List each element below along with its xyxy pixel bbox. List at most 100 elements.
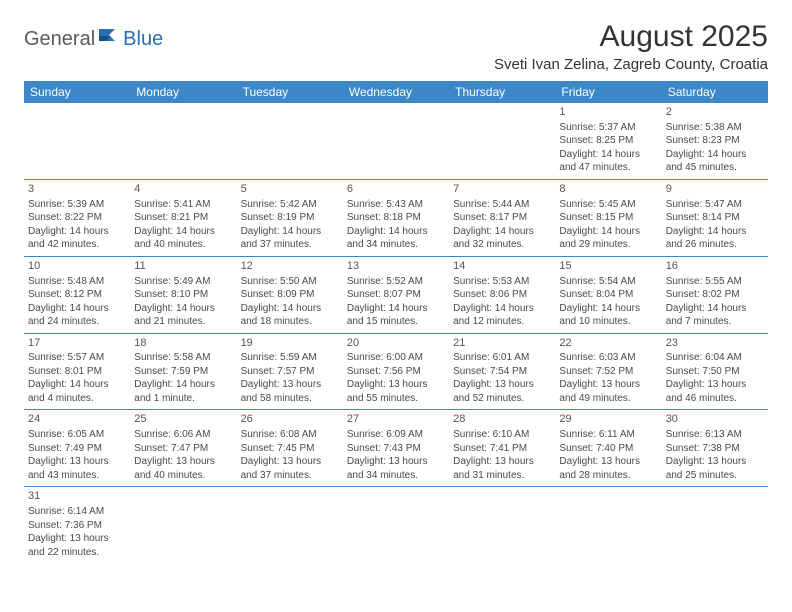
daylight-text: and 40 minutes. bbox=[134, 469, 232, 483]
day-number: 16 bbox=[666, 259, 764, 274]
daylight-text: and 58 minutes. bbox=[241, 392, 339, 406]
daylight-text: and 29 minutes. bbox=[559, 238, 657, 252]
calendar-row: 10Sunrise: 5:48 AMSunset: 8:12 PM Dayligh… bbox=[24, 256, 768, 333]
daylight-text: and 40 minutes. bbox=[134, 238, 232, 252]
calendar-cell bbox=[343, 103, 449, 179]
sunset-text: Sunset: 7:38 PM bbox=[666, 442, 764, 456]
day-header: Thursday bbox=[449, 81, 555, 103]
sunrise-text: Sunrise: 5:52 AM bbox=[347, 275, 445, 289]
day-number: 29 bbox=[559, 412, 657, 427]
day-number: 26 bbox=[241, 412, 339, 427]
day-header-row: Sunday Monday Tuesday Wednesday Thursday… bbox=[24, 81, 768, 103]
daylight-text: Daylight: 13 hours bbox=[453, 455, 551, 469]
day-number: 2 bbox=[666, 105, 764, 120]
sunrise-text: Sunrise: 6:05 AM bbox=[28, 428, 126, 442]
logo-text-general: General bbox=[24, 28, 95, 51]
sunrise-text: Sunrise: 6:03 AM bbox=[559, 351, 657, 365]
daylight-text: Daylight: 13 hours bbox=[134, 455, 232, 469]
calendar-cell bbox=[130, 487, 236, 563]
daylight-text: and 34 minutes. bbox=[347, 469, 445, 483]
day-header: Wednesday bbox=[343, 81, 449, 103]
daylight-text: Daylight: 14 hours bbox=[241, 225, 339, 239]
sunrise-text: Sunrise: 5:43 AM bbox=[347, 198, 445, 212]
sunrise-text: Sunrise: 6:11 AM bbox=[559, 428, 657, 442]
sunrise-text: Sunrise: 5:47 AM bbox=[666, 198, 764, 212]
day-number: 18 bbox=[134, 336, 232, 351]
day-header: Sunday bbox=[24, 81, 130, 103]
day-number: 5 bbox=[241, 182, 339, 197]
calendar-cell: 18Sunrise: 5:58 AMSunset: 7:59 PMDayligh… bbox=[130, 333, 236, 410]
daylight-text: Daylight: 13 hours bbox=[28, 532, 126, 546]
calendar-cell: 31Sunrise: 6:14 AMSunset: 7:36 PMDayligh… bbox=[24, 487, 130, 563]
day-number: 31 bbox=[28, 489, 126, 504]
calendar-cell: 16Sunrise: 5:55 AMSunset: 8:02 PMDayligh… bbox=[662, 256, 768, 333]
location-subtitle: Sveti Ivan Zelina, Zagreb County, Croati… bbox=[494, 56, 768, 73]
calendar-cell: 11Sunrise: 5:49 AMSunset: 8:10 PMDayligh… bbox=[130, 256, 236, 333]
sunrise-text: Sunrise: 6:09 AM bbox=[347, 428, 445, 442]
daylight-text: and 12 minutes. bbox=[453, 315, 551, 329]
sunrise-text: Sunrise: 5:39 AM bbox=[28, 198, 126, 212]
calendar-cell bbox=[555, 487, 661, 563]
sunrise-text: Sunrise: 5:55 AM bbox=[666, 275, 764, 289]
calendar-cell: 5Sunrise: 5:42 AMSunset: 8:19 PMDaylight… bbox=[237, 179, 343, 256]
calendar-cell bbox=[237, 487, 343, 563]
sunset-text: Sunset: 7:59 PM bbox=[134, 365, 232, 379]
calendar-cell: 21Sunrise: 6:01 AMSunset: 7:54 PMDayligh… bbox=[449, 333, 555, 410]
daylight-text: and 15 minutes. bbox=[347, 315, 445, 329]
day-number: 11 bbox=[134, 259, 232, 274]
daylight-text: and 24 minutes. bbox=[28, 315, 126, 329]
daylight-text: and 49 minutes. bbox=[559, 392, 657, 406]
calendar-cell: 10Sunrise: 5:48 AMSunset: 8:12 PMDayligh… bbox=[24, 256, 130, 333]
day-number: 4 bbox=[134, 182, 232, 197]
sunrise-text: Sunrise: 5:48 AM bbox=[28, 275, 126, 289]
sunrise-text: Sunrise: 5:49 AM bbox=[134, 275, 232, 289]
calendar-cell: 17Sunrise: 5:57 AMSunset: 8:01 PMDayligh… bbox=[24, 333, 130, 410]
sunset-text: Sunset: 7:40 PM bbox=[559, 442, 657, 456]
daylight-text: and 42 minutes. bbox=[28, 238, 126, 252]
day-number: 3 bbox=[28, 182, 126, 197]
calendar-row: 24Sunrise: 6:05 AMSunset: 7:49 PMDayligh… bbox=[24, 410, 768, 487]
daylight-text: Daylight: 13 hours bbox=[28, 455, 126, 469]
sunset-text: Sunset: 8:22 PM bbox=[28, 211, 126, 225]
sunset-text: Sunset: 8:01 PM bbox=[28, 365, 126, 379]
day-header: Friday bbox=[555, 81, 661, 103]
daylight-text: Daylight: 14 hours bbox=[347, 225, 445, 239]
sunrise-text: Sunrise: 5:54 AM bbox=[559, 275, 657, 289]
sunrise-text: Sunrise: 6:04 AM bbox=[666, 351, 764, 365]
daylight-text: and 46 minutes. bbox=[666, 392, 764, 406]
calendar-cell bbox=[449, 487, 555, 563]
sunset-text: Sunset: 8:12 PM bbox=[28, 288, 126, 302]
daylight-text: Daylight: 13 hours bbox=[559, 455, 657, 469]
daylight-text: and 37 minutes. bbox=[241, 469, 339, 483]
daylight-text: Daylight: 13 hours bbox=[559, 378, 657, 392]
daylight-text: and 26 minutes. bbox=[666, 238, 764, 252]
daylight-text: Daylight: 13 hours bbox=[453, 378, 551, 392]
day-number: 10 bbox=[28, 259, 126, 274]
daylight-text: and 55 minutes. bbox=[347, 392, 445, 406]
sunrise-text: Sunrise: 5:50 AM bbox=[241, 275, 339, 289]
sunset-text: Sunset: 7:36 PM bbox=[28, 519, 126, 533]
daylight-text: Daylight: 13 hours bbox=[347, 455, 445, 469]
day-number: 28 bbox=[453, 412, 551, 427]
sunset-text: Sunset: 7:50 PM bbox=[666, 365, 764, 379]
day-number: 30 bbox=[666, 412, 764, 427]
logo-text-blue: Blue bbox=[123, 28, 163, 51]
day-header: Monday bbox=[130, 81, 236, 103]
daylight-text: Daylight: 14 hours bbox=[241, 302, 339, 316]
day-number: 22 bbox=[559, 336, 657, 351]
day-number: 14 bbox=[453, 259, 551, 274]
logo: General Blue bbox=[24, 28, 163, 51]
calendar-cell: 26Sunrise: 6:08 AMSunset: 7:45 PMDayligh… bbox=[237, 410, 343, 487]
daylight-text: Daylight: 14 hours bbox=[559, 225, 657, 239]
sunset-text: Sunset: 8:04 PM bbox=[559, 288, 657, 302]
daylight-text: and 7 minutes. bbox=[666, 315, 764, 329]
daylight-text: and 32 minutes. bbox=[453, 238, 551, 252]
header: General Blue August 2025 Sveti Ivan Zeli… bbox=[24, 20, 768, 73]
day-number: 7 bbox=[453, 182, 551, 197]
sunset-text: Sunset: 8:21 PM bbox=[134, 211, 232, 225]
daylight-text: and 52 minutes. bbox=[453, 392, 551, 406]
sunset-text: Sunset: 7:47 PM bbox=[134, 442, 232, 456]
sunset-text: Sunset: 8:18 PM bbox=[347, 211, 445, 225]
calendar-cell: 12Sunrise: 5:50 AMSunset: 8:09 PMDayligh… bbox=[237, 256, 343, 333]
daylight-text: Daylight: 14 hours bbox=[559, 302, 657, 316]
